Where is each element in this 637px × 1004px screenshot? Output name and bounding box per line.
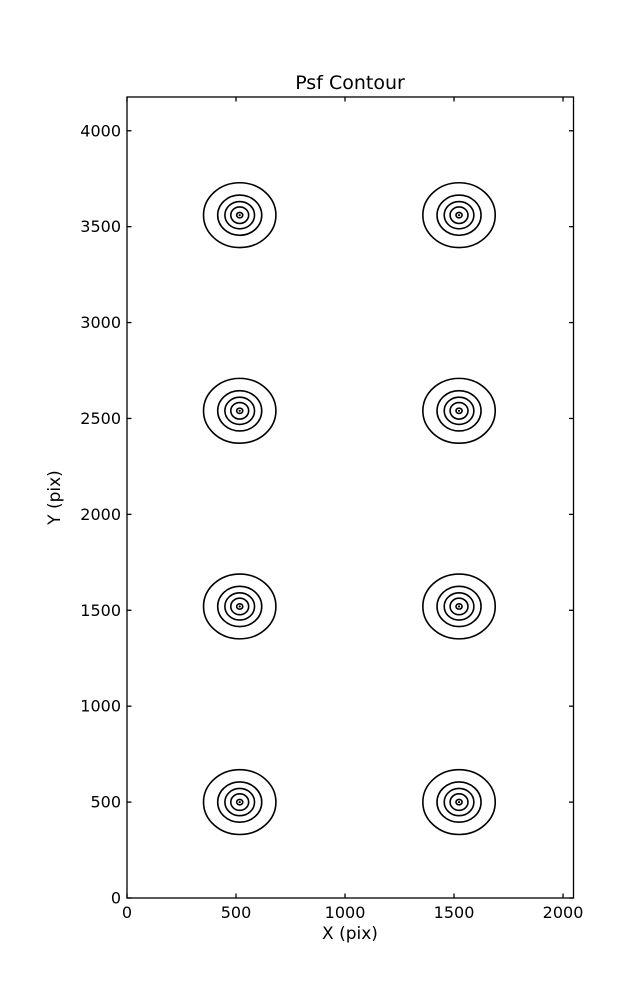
psf-contour-center-dot xyxy=(238,801,241,804)
y-tick-label: 1000 xyxy=(80,697,121,716)
psf-contour-ring xyxy=(235,211,244,219)
psf-contour-ring xyxy=(216,389,263,432)
psf-contour-ring xyxy=(443,787,475,817)
psf-contour-ring xyxy=(202,181,277,249)
psf-contour-cluster xyxy=(202,768,277,836)
psf-contour-cluster xyxy=(422,573,497,640)
y-tick-label: 2500 xyxy=(80,409,121,428)
y-tick-label: 4000 xyxy=(80,121,121,140)
x-tick-label: 1000 xyxy=(325,903,366,922)
psf-contour-ring xyxy=(216,194,263,237)
y-tick-label: 0 xyxy=(111,889,121,908)
psf-contour-ring xyxy=(443,592,475,621)
psf-contour-center-dot xyxy=(457,801,461,804)
psf-contour-cluster xyxy=(202,181,277,249)
psf-contour-ring xyxy=(235,602,244,610)
psf-contour-ring xyxy=(216,585,263,628)
y-tick-label: 3500 xyxy=(80,217,121,236)
y-axis-label: Y (pix) xyxy=(45,470,65,526)
psf-contour-ring xyxy=(202,377,277,445)
x-tick-label: 500 xyxy=(221,903,252,922)
psf-contour-ring xyxy=(449,597,469,616)
psf-contour-ring xyxy=(422,768,497,836)
x-tick-label: 1500 xyxy=(434,903,475,922)
psf-contour-cluster xyxy=(202,377,277,445)
psf-contour-ring xyxy=(443,396,475,426)
psf-contour-ring xyxy=(449,401,469,420)
psf-contour-ring xyxy=(443,200,475,230)
psf-contour-ring xyxy=(422,181,497,249)
psf-contour-ring xyxy=(455,602,463,610)
psf-contour-cluster xyxy=(202,573,277,640)
psf-contour-center-dot xyxy=(238,605,241,608)
psf-contour-ring xyxy=(436,781,482,824)
psf-contour-ring xyxy=(224,396,256,426)
psf-contour-center-dot xyxy=(238,409,241,412)
psf-contour-ring xyxy=(229,401,250,420)
psf-contour-cluster xyxy=(422,768,497,836)
psf-contour-ring xyxy=(455,407,463,415)
y-tick-label: 1500 xyxy=(80,601,121,620)
psf-contour-ring xyxy=(224,200,256,230)
ticks-layer: 0 500 1000 1500 2000 0 500 1000 1500 2000 2500 3000… xyxy=(80,97,583,922)
plot-title: Psf Contour xyxy=(295,72,405,94)
psf-contour-ring xyxy=(229,597,250,616)
psf-contour-ring xyxy=(224,787,256,817)
y-tick-label: 2000 xyxy=(80,505,121,524)
psf-contour-cluster xyxy=(422,181,497,249)
psf-contour-ring xyxy=(436,194,482,237)
psf-contour-ring xyxy=(422,573,497,640)
contours-layer xyxy=(202,181,497,836)
psf-contour-ring xyxy=(202,573,277,640)
y-tick-label: 3000 xyxy=(80,313,121,332)
psf-contour-ring xyxy=(455,798,463,806)
psf-contour-ring xyxy=(436,389,482,432)
psf-contour-center-dot xyxy=(457,409,461,412)
psf-contour-ring xyxy=(224,592,256,621)
x-tick-label: 2000 xyxy=(543,903,584,922)
psf-contour-ring xyxy=(202,768,277,836)
psf-contour-ring xyxy=(422,377,497,445)
psf-contour-center-dot xyxy=(457,605,461,608)
psf-contour-ring xyxy=(455,211,463,219)
psf-contour-ring xyxy=(216,781,263,824)
y-tick-label: 500 xyxy=(90,793,121,812)
x-tick-label: 0 xyxy=(122,903,132,922)
psf-contour-ring xyxy=(449,793,469,812)
psf-contour-cluster xyxy=(422,377,497,445)
psf-contour-ring xyxy=(449,206,469,225)
psf-contour-ring xyxy=(235,407,244,415)
psf-contour-center-dot xyxy=(457,214,461,217)
x-axis-label: X (pix) xyxy=(322,924,378,944)
psf-contour-ring xyxy=(436,585,482,628)
psf-contour-center-dot xyxy=(238,214,241,217)
plot-frame xyxy=(126,96,575,899)
psf-contour-ring xyxy=(229,793,250,812)
psf-contour-ring xyxy=(235,798,244,806)
psf-contour-ring xyxy=(229,206,250,225)
